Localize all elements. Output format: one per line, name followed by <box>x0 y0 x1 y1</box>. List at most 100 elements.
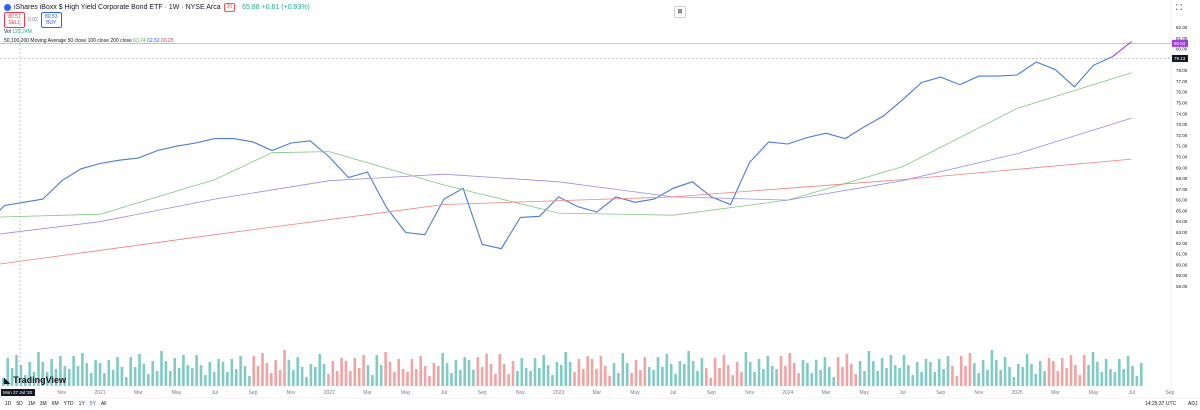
volume-bar <box>586 356 589 386</box>
volume-bar <box>683 364 686 386</box>
volume-bar <box>907 365 910 386</box>
volume-bar <box>406 372 409 386</box>
chart-header: iShares iBoxx $ High Yield Corporate Bon… <box>4 3 310 12</box>
volume-bar <box>1091 352 1095 386</box>
symbol-logo-icon <box>4 4 11 11</box>
tradingview-wordmark: TradingView <box>13 375 67 385</box>
volume-bar <box>252 356 255 386</box>
volume-bar <box>902 355 906 386</box>
volume-bar <box>300 367 304 386</box>
volume-bar <box>81 353 84 386</box>
crosshair-price-tag <box>1172 54 1188 62</box>
volume-bar <box>292 370 295 386</box>
time-tick-label: Sep <box>707 390 716 396</box>
volume-bar <box>775 369 778 386</box>
adj-toggle[interactable]: ADJ <box>1188 401 1198 407</box>
clock[interactable]: 14:25:37 UTC <box>1145 401 1177 407</box>
volume-bar <box>1043 371 1046 386</box>
timeframe-5d[interactable]: 5D <box>16 401 23 407</box>
price-tick-label: 69.00 <box>1176 165 1188 170</box>
price-tick-label: 66.00 <box>1176 198 1188 203</box>
crosshair-date-tag <box>1 389 35 396</box>
time-tick-label: Mar <box>134 390 143 396</box>
ma-legend[interactable]: 50,100,200 Moving Average 50 close 100 c… <box>4 38 174 44</box>
volume-bar <box>678 361 682 386</box>
time-tick-label: 2024 <box>782 390 793 396</box>
timeframe-5y[interactable]: 5Y <box>89 401 96 407</box>
volume-bar <box>366 365 370 386</box>
timeframe-all[interactable]: All <box>100 401 107 407</box>
volume-bar <box>1118 359 1121 386</box>
volume-bar <box>415 369 418 386</box>
volume-bar <box>177 368 181 386</box>
volume-bar <box>397 359 400 386</box>
volume-bar <box>322 364 326 386</box>
volume-bar <box>731 375 734 386</box>
volume-bar <box>542 355 545 386</box>
time-tick-label: 2022 <box>324 390 335 396</box>
timeframe-ytd[interactable]: YTD <box>63 401 74 407</box>
layout-toggle-icon[interactable]: ⊞ <box>674 6 686 18</box>
timeframe-1m[interactable]: 1M <box>27 401 35 407</box>
volume-bar <box>687 351 690 386</box>
volume-bar <box>221 362 225 386</box>
timeframe-3m[interactable]: 3M <box>39 401 47 407</box>
volume-bar <box>810 373 814 386</box>
volume-bar <box>520 358 524 386</box>
volume-bar <box>981 360 985 386</box>
tradingview-mark-icon: ◣ <box>4 375 11 385</box>
price-tick-label: 81.00 <box>1176 36 1188 41</box>
sell-button[interactable]: 80.51 SELL <box>4 12 25 28</box>
buy-price: 80.53 <box>44 14 58 20</box>
volume-bar <box>142 364 146 386</box>
time-tick-label: 2023 <box>553 390 564 396</box>
volume-bar <box>59 356 62 386</box>
volume-bar <box>779 356 783 386</box>
buy-button[interactable]: 80.53 BUY <box>40 12 62 28</box>
volume-bar <box>234 369 238 386</box>
time-tick-label: 2025 <box>1012 390 1023 396</box>
volume-bar <box>314 367 317 386</box>
volume-bar <box>915 362 919 386</box>
volume-bar <box>713 358 717 386</box>
price-tick-label: 73.00 <box>1176 122 1188 127</box>
timeframe-bar: 1D 5D 1M 3M 6M YTD 1Y 5Y All <box>5 401 106 407</box>
timeframe-1d[interactable]: 1D <box>5 401 12 407</box>
volume-bar <box>10 368 14 386</box>
symbol-title[interactable]: iShares iBoxx $ High Yield Corporate Bon… <box>14 4 221 11</box>
fullscreen-icon[interactable]: ⛶ <box>1176 3 1182 12</box>
volume-bar <box>1038 361 1042 386</box>
volume-legend[interactable]: Vol 129.24M <box>4 29 32 35</box>
volume-bar <box>45 372 49 386</box>
volume-bar <box>533 358 537 386</box>
volume-bar <box>151 361 154 386</box>
volume-bar <box>480 367 484 386</box>
volume-bar <box>801 360 805 386</box>
time-tick-label: 2021 <box>95 390 106 396</box>
price-tick-label: 64.00 <box>1176 219 1188 224</box>
volume-bar <box>1065 368 1068 386</box>
crosshair-date-label: Mon 27 Jul '20 <box>3 390 33 395</box>
volume-bar <box>885 368 888 386</box>
time-tick-label: Mar <box>822 390 831 396</box>
volume-bar <box>1100 372 1104 386</box>
volume-bar <box>182 355 185 386</box>
volume-bar <box>1126 356 1130 386</box>
volume-bar <box>494 374 497 386</box>
time-tick-label: Nov <box>57 390 66 396</box>
timeframe-1y[interactable]: 1Y <box>78 401 85 407</box>
volume-bar <box>155 371 159 386</box>
volume-bar <box>6 358 9 386</box>
timeframe-6m[interactable]: 6M <box>51 401 59 407</box>
volume-bar <box>63 366 67 386</box>
volume-bar <box>265 363 269 386</box>
volume-bar <box>647 367 651 386</box>
volume-bar <box>1003 357 1007 386</box>
volume-bar <box>634 360 638 386</box>
price-tick-label: 61.00 <box>1176 252 1188 257</box>
volume-bar <box>1047 358 1051 386</box>
volume-bar <box>924 359 928 386</box>
volume-bar <box>204 375 207 386</box>
volume-bar <box>85 363 89 386</box>
